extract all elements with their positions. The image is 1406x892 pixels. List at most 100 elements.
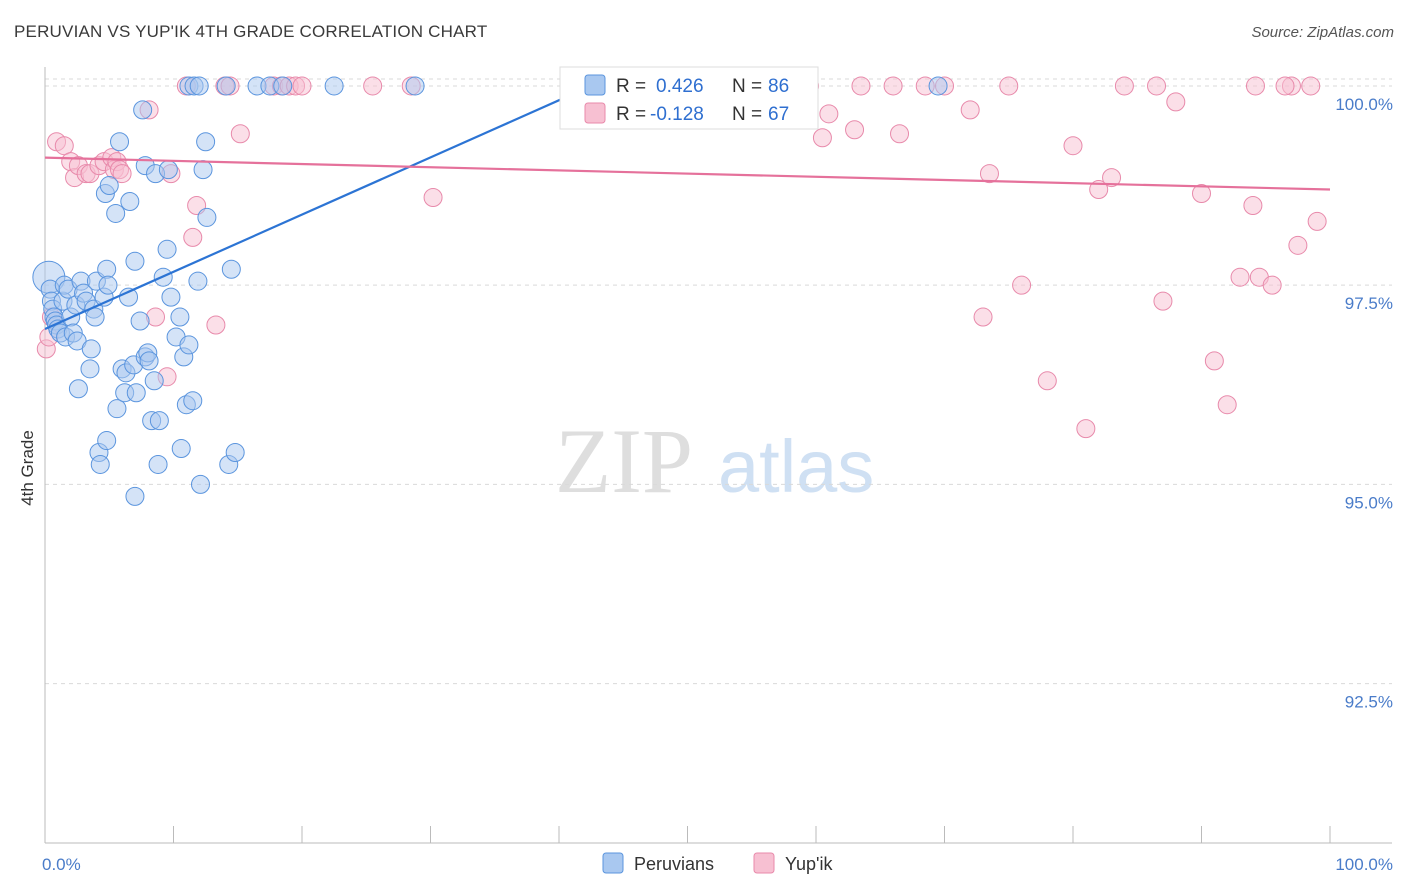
peruvian-point [126,383,146,403]
yupik-point [1166,92,1186,112]
yupik-point [1243,195,1263,215]
peruvian-point [188,271,208,291]
peruvian-point [190,474,210,494]
yupik-point [1192,184,1211,204]
yupik-points [36,76,1327,439]
yupik-point [206,315,226,335]
peruvian-point [189,76,209,96]
peruvian-point [158,160,178,180]
peruvian-point [97,259,117,279]
source-label: Source: ZipAtlas.com [1251,24,1394,41]
peruvian-point [130,311,150,331]
grid-lines [45,78,1392,685]
peruvian-point [179,335,199,355]
peruvian-point [99,176,119,196]
yupik-point [1245,76,1265,96]
yupik-point [973,307,993,327]
x-tick-label-max: 100.0% [1335,855,1393,874]
peruvian-point [85,307,105,327]
yupik-point [1217,395,1237,415]
yupik-point [1037,371,1057,391]
y-axis-title: 4th Grade [18,430,37,506]
peruvian-point [139,351,159,371]
yupik-point [890,124,910,144]
yupik-point [1230,267,1250,287]
legend-r-value-yupik: -0.128 [650,104,704,125]
y-tick-label: 97.5% [1345,294,1393,313]
yupik-point [423,188,443,208]
y-tick-label: 95.0% [1345,493,1393,512]
peruvian-point [98,275,118,295]
peruvian-point [157,239,177,259]
yupik-point [960,100,980,120]
peruvian-point [106,203,126,223]
peruvian-point [928,76,948,96]
peruvian-point [133,100,153,120]
yupik-point [230,124,250,144]
yupik-point [1102,168,1122,188]
yupik-point [851,76,871,96]
peruvian-point [225,443,245,463]
x-tick-label-min: 0.0% [42,855,81,874]
yupik-point [1204,351,1224,371]
yupik-point [1275,76,1295,96]
peruvian-point [216,76,236,96]
peruvian-point [148,454,168,474]
peruvian-point [196,132,216,152]
peruvian-point [161,287,181,307]
peruvian-point [110,132,130,152]
peruvian-point [80,359,100,379]
peruvian-point [273,76,293,96]
yupik-point [812,128,832,148]
peruvian-point [324,76,344,96]
yupik-point [54,136,74,156]
yupik-point [292,76,312,96]
peruvian-point [193,160,213,180]
peruvian-point [405,76,425,96]
peruvian-trend-line [44,84,592,330]
axes [44,67,1392,844]
peruvian-point [171,439,191,459]
peruvian-point [90,454,110,474]
yupik-point [1262,275,1282,295]
trend-lines [44,84,1331,330]
yupik-point [363,76,383,96]
peruvian-point [125,486,145,506]
yupik-trend-line [44,156,1331,191]
peruvian-point [125,251,145,271]
watermark-zip: ZIP [555,410,693,512]
peruvian-point [68,379,88,399]
peruvian-point [107,399,127,419]
peruvian-point [97,431,117,451]
yupik-point [1153,291,1173,311]
yupik-point [1114,76,1134,96]
peruvian-point [183,391,203,411]
watermark-atlas: atlas [718,425,874,508]
y-tick-label: 92.5% [1345,693,1393,712]
stats-legend: R = 0.426 N = 86 R = -0.128 N = 67 [559,66,819,130]
yupik-point [1307,211,1327,231]
yupik-point [112,164,132,184]
peruvian-point [197,207,217,227]
chart-title: PERUVIAN VS YUP'IK 4TH GRADE CORRELATION… [14,22,488,41]
peruvian-point [81,339,101,359]
peruvian-point [170,307,190,327]
legend-swatch-yupik [584,102,606,124]
legend-n-label-peruvians: N = [732,76,762,97]
yupik-point [845,120,865,140]
peruvian-point [119,287,139,307]
y-tick-label: 100.0% [1335,95,1393,114]
legend-n-value-peruvians: 86 [768,76,789,97]
bottom-swatch-peruvians [602,852,624,874]
yupik-point [1076,419,1096,439]
legend-r-label-yupik: R = [616,104,646,125]
yupik-point [1063,136,1083,156]
legend-r-value-peruvians: 0.426 [656,76,704,97]
yupik-point [883,76,903,96]
legend-swatch-peruvians [584,74,606,96]
yupik-point [1089,180,1109,200]
peruvian-point [120,191,140,211]
yupik-point [1288,235,1308,255]
bottom-label-yupik: Yup'ik [785,854,833,874]
